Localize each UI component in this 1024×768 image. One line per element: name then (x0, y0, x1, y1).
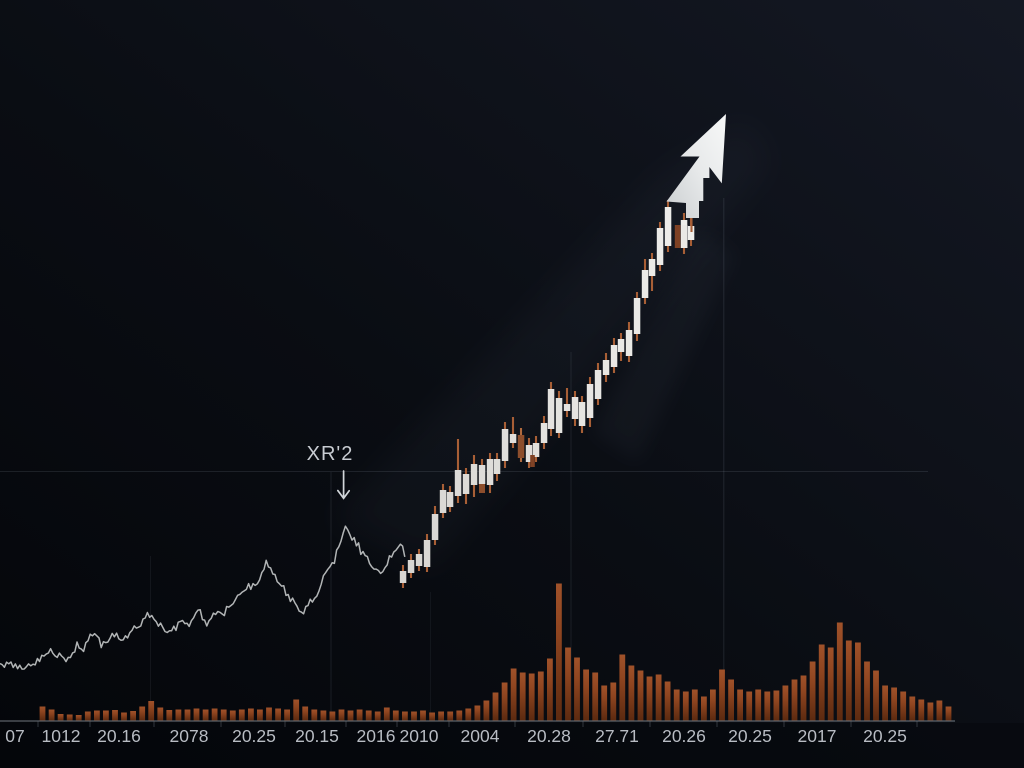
svg-text:2004: 2004 (461, 726, 500, 746)
svg-text:20.26: 20.26 (662, 726, 706, 746)
svg-text:2010: 2010 (400, 726, 439, 746)
svg-text:20.28: 20.28 (527, 726, 571, 746)
svg-text:20.25: 20.25 (232, 726, 276, 746)
svg-text:2078: 2078 (170, 726, 209, 746)
svg-text:2017: 2017 (798, 726, 837, 746)
svg-text:27.71: 27.71 (595, 726, 639, 746)
svg-text:07: 07 (5, 726, 24, 746)
svg-text:20.15: 20.15 (295, 726, 339, 746)
svg-text:1012: 1012 (42, 726, 81, 746)
svg-text:20.16: 20.16 (97, 726, 141, 746)
svg-text:XR'2: XR'2 (307, 443, 354, 465)
svg-text:20.25: 20.25 (728, 726, 772, 746)
svg-text:20.25: 20.25 (863, 726, 907, 746)
svg-text:2016: 2016 (357, 726, 396, 746)
